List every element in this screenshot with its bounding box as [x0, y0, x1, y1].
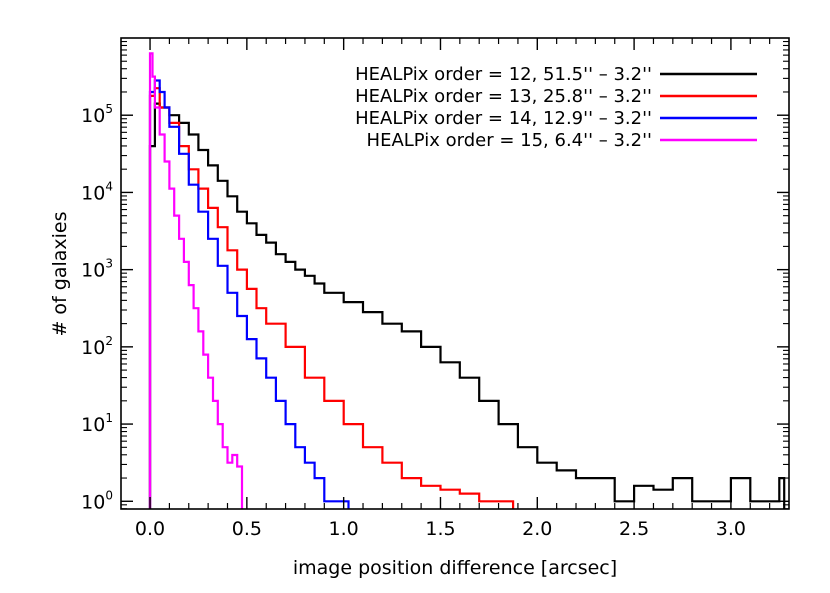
y-tick-label: 104	[81, 179, 113, 204]
x-tick-label: 3.0	[716, 518, 746, 540]
y-tick-label: 103	[81, 257, 113, 282]
y-tick-base: 10	[81, 491, 105, 513]
series-layer	[148, 52, 786, 509]
legend-label: HEALPix order = 13, 25.8'' – 3.2''	[355, 86, 652, 107]
x-tick-label: 2.0	[522, 518, 552, 540]
legend-label: HEALPix order = 12, 51.5'' – 3.2''	[355, 64, 652, 85]
x-tick-label: 0.5	[232, 518, 262, 540]
y-tick-base: 10	[81, 105, 105, 127]
y-tick-exponent: 1	[105, 411, 113, 425]
y-tick-exponent: 4	[105, 179, 113, 193]
legend: HEALPix order = 12, 51.5'' – 3.2''HEALPi…	[355, 64, 757, 151]
y-tick-base: 10	[81, 414, 105, 436]
plot-background	[121, 38, 789, 509]
y-tick-exponent: 0	[105, 488, 113, 502]
x-tick-label: 0.0	[135, 518, 165, 540]
x-tick-label: 1.0	[329, 518, 359, 540]
x-tick-label: 1.5	[425, 518, 455, 540]
x-axis-label: image position difference [arcsec]	[293, 557, 617, 579]
y-axis-label: # of galaxies	[49, 211, 71, 336]
series-line	[148, 79, 350, 509]
series-line	[148, 102, 786, 509]
x-tick-label: 2.5	[619, 518, 649, 540]
y-tick-base: 10	[81, 182, 105, 204]
y-tick-base: 10	[81, 337, 105, 359]
series-line	[148, 52, 244, 509]
y-tick-label: 102	[81, 334, 113, 359]
y-tick-exponent: 5	[105, 102, 113, 116]
y-tick-label: 105	[81, 102, 113, 127]
y-tick-label: 101	[81, 411, 113, 436]
y-tick-exponent: 2	[105, 334, 113, 348]
y-tick-base: 10	[81, 260, 105, 282]
legend-label: HEALPix order = 15, 6.4'' – 3.2''	[367, 130, 652, 151]
legend-label: HEALPix order = 14, 12.9'' – 3.2''	[355, 108, 652, 129]
plot-frame	[120, 37, 790, 510]
y-tick-exponent: 3	[105, 257, 113, 271]
y-tick-label: 100	[81, 488, 113, 513]
